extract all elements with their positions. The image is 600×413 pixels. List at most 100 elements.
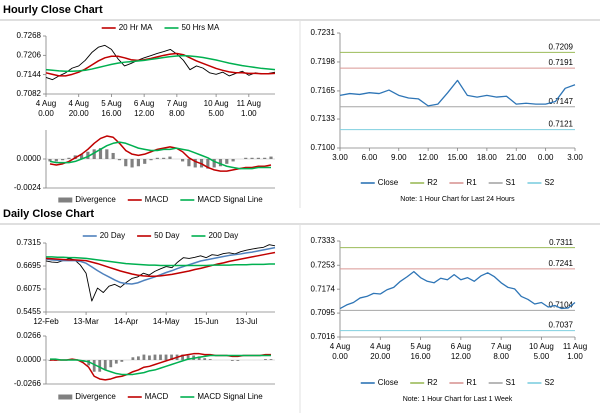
y-tick-label: 0.0266 xyxy=(17,331,42,340)
x-tick-label: 18.00 xyxy=(477,153,498,162)
bar xyxy=(98,360,102,372)
bar xyxy=(231,159,235,162)
legend-label: S1 xyxy=(506,378,516,387)
legend-label: S2 xyxy=(544,178,554,187)
bar xyxy=(218,159,223,167)
bar xyxy=(181,159,185,162)
y-tick-label: -0.0266 xyxy=(14,379,42,388)
legend-label: MACD Signal Line xyxy=(197,392,263,401)
legend-label: 20 Hr MA xyxy=(119,23,153,32)
legend-label: S1 xyxy=(506,178,516,187)
bar xyxy=(149,159,153,161)
bar xyxy=(142,354,146,360)
x-tick-label: 12-Feb xyxy=(33,317,59,326)
legend-label: S2 xyxy=(544,378,554,387)
x-tick-label: 13-Mar xyxy=(73,317,99,326)
x-tick-label: 5 Aug xyxy=(101,99,121,108)
bar xyxy=(263,157,267,159)
legend-label: 50 Day xyxy=(154,231,179,240)
bar xyxy=(230,360,234,361)
legend-label: 50 Hrs MA xyxy=(182,23,220,32)
series-line xyxy=(46,256,275,267)
y-tick-label: 0.6695 xyxy=(17,261,42,270)
level-label: 0.7209 xyxy=(549,42,574,51)
x-tick-label: 6.00 xyxy=(362,153,378,162)
y-tick-label: 0.7253 xyxy=(311,260,336,269)
section-title: Daily Close Chart xyxy=(3,208,94,220)
legend-label: MACD Signal Line xyxy=(197,195,263,204)
x-tick-label: 10 Aug xyxy=(529,342,554,351)
bar xyxy=(67,157,71,159)
x-tick-label: 14-Apr xyxy=(114,317,138,326)
series-line xyxy=(339,270,576,310)
y-tick-label: 0.7133 xyxy=(311,114,336,123)
bar xyxy=(256,157,260,159)
bar xyxy=(86,151,90,159)
bar xyxy=(187,159,191,167)
bar xyxy=(98,148,103,159)
bar xyxy=(269,156,273,159)
x-tick-label: 6 Aug xyxy=(451,342,471,351)
bar xyxy=(103,360,107,370)
legend-label: Close xyxy=(378,178,399,187)
x-tick-label: 6 Aug xyxy=(134,99,154,108)
x-tick-label: 7 Aug xyxy=(491,342,511,351)
x-tick-label: 0.00 xyxy=(332,352,348,361)
bar xyxy=(109,360,113,368)
bar xyxy=(212,159,216,168)
bar xyxy=(236,360,240,361)
level-label: 0.7191 xyxy=(549,58,574,67)
bar xyxy=(114,360,118,364)
legend-label: R2 xyxy=(427,378,438,387)
x-tick-label: 4 Aug xyxy=(36,99,56,108)
bar xyxy=(168,156,172,159)
bar xyxy=(48,159,52,162)
y-tick-label: 0.7198 xyxy=(311,57,336,66)
bar xyxy=(164,354,168,360)
bar xyxy=(61,159,65,161)
x-tick-label: 0.00 xyxy=(38,109,54,118)
y-tick-label: 0.7016 xyxy=(311,332,336,341)
x-tick-label: 7 Aug xyxy=(167,99,187,108)
x-tick-label: 15.00 xyxy=(447,153,468,162)
x-tick-label: 16.00 xyxy=(411,352,432,361)
x-tick-label: 5 Aug xyxy=(410,342,430,351)
x-tick-label: 4 Aug xyxy=(68,99,88,108)
x-tick-label: 11 Aug xyxy=(237,99,261,108)
bar xyxy=(143,159,147,164)
series-line xyxy=(50,352,271,381)
bar xyxy=(193,159,197,168)
x-tick-label: 9.00 xyxy=(391,153,407,162)
y-tick-label: 0.7315 xyxy=(17,238,42,247)
x-tick-label: 12.00 xyxy=(451,352,472,361)
bar xyxy=(54,159,58,162)
x-tick-label: 8.00 xyxy=(169,109,185,118)
legend-swatch xyxy=(58,197,73,203)
bar xyxy=(124,159,128,167)
series-line xyxy=(45,54,276,72)
x-tick-label: 3.00 xyxy=(567,153,583,162)
bar xyxy=(105,149,109,159)
series-line xyxy=(45,251,276,277)
x-tick-label: 1.00 xyxy=(567,352,583,361)
x-tick-label: 21.00 xyxy=(506,153,527,162)
legend-label: 200 Day xyxy=(208,231,238,240)
bar xyxy=(162,157,166,159)
legend-swatch xyxy=(58,394,73,400)
bar xyxy=(250,157,254,159)
legend-label: MACD xyxy=(145,392,169,401)
y-tick-label: 0.7268 xyxy=(17,31,42,40)
y-tick-label: 0.0000 xyxy=(17,355,42,364)
series-line xyxy=(49,135,272,172)
bar xyxy=(87,360,91,366)
level-label: 0.7104 xyxy=(549,300,574,309)
bar xyxy=(92,149,96,159)
bar xyxy=(117,159,122,161)
bar xyxy=(181,354,184,360)
legend-label: Divergence xyxy=(75,392,116,401)
bar xyxy=(120,360,124,362)
series-line xyxy=(45,246,276,285)
bar xyxy=(131,357,135,360)
bar xyxy=(130,159,134,168)
